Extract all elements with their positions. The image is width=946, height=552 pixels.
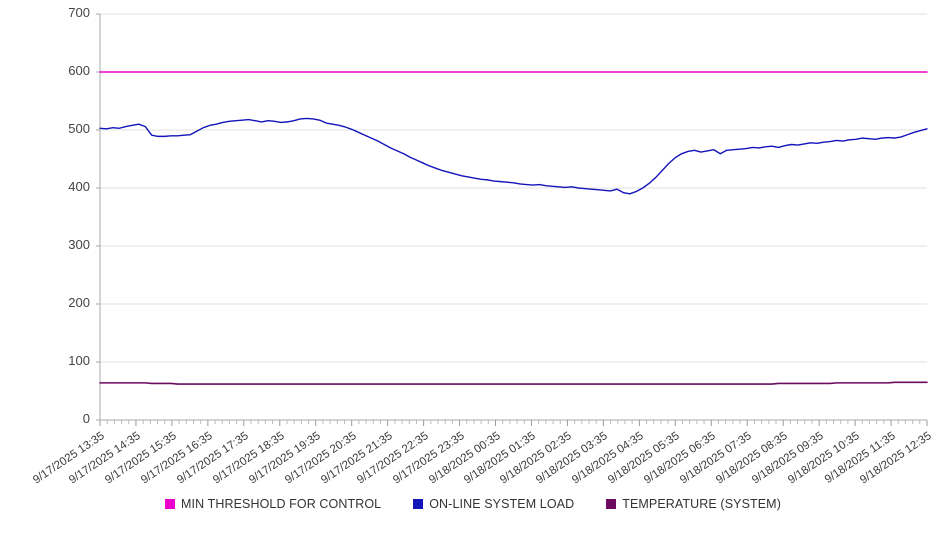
legend-item[interactable]: ON-LINE SYSTEM LOAD [413, 497, 574, 511]
series-lines [99, 71, 928, 385]
series-line [99, 381, 928, 385]
legend-label: ON-LINE SYSTEM LOAD [429, 496, 575, 511]
legend-color-swatch [413, 498, 424, 509]
y-axis-tick-label: 300 [68, 237, 90, 252]
y-axis-tick-label: 200 [68, 295, 90, 310]
y-axis-tick-label: 400 [68, 179, 90, 194]
legend-color-swatch [165, 498, 176, 509]
y-axis-tick-label: 700 [68, 5, 90, 20]
series-line [99, 117, 928, 195]
axis-lines [99, 14, 927, 421]
x-axis-ticks [99, 420, 928, 426]
legend-label: TEMPERATURE (SYSTEM) [622, 496, 781, 511]
legend-label: MIN THRESHOLD FOR CONTROL [181, 496, 382, 511]
plot-area [96, 13, 928, 426]
legend-item[interactable]: MIN THRESHOLD FOR CONTROL [165, 497, 381, 511]
legend-color-swatch [606, 498, 617, 509]
y-axis-tick-label: 500 [68, 121, 90, 136]
y-axis-ticks [96, 13, 100, 421]
chart-legend: MIN THRESHOLD FOR CONTROL ON-LINE SYSTEM … [0, 496, 946, 511]
y-axis-tick-label: 600 [68, 63, 90, 78]
y-axis-tick-label: 100 [68, 353, 90, 368]
line-chart: 700 600 500 400 300 200 100 0 9/17/2025 13:35 9/… [0, 5, 946, 511]
y-axis-tick-label: 0 [82, 411, 90, 426]
gridlines [100, 13, 927, 363]
legend-item[interactable]: TEMPERATURE (SYSTEM) [606, 497, 781, 511]
